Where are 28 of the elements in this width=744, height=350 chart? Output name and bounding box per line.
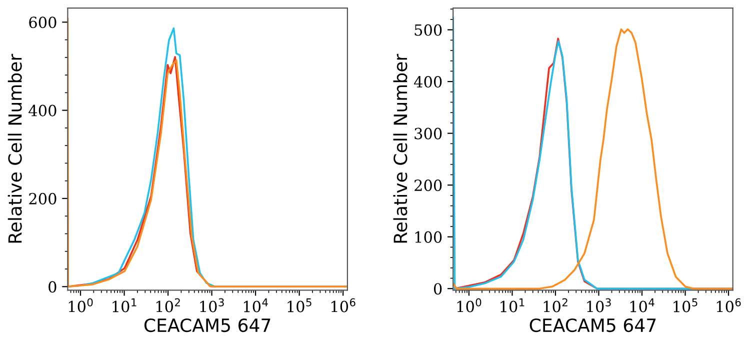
x-axis-title: CEACAM5 647 xyxy=(530,318,656,332)
x-tick-label: 10$^{0}$ xyxy=(457,298,482,312)
y-axis-title: Relative Cell Number xyxy=(393,54,408,243)
x-tick-label: 10$^{4}$ xyxy=(244,298,268,312)
x-tick-label: 10$^{1}$ xyxy=(112,298,136,312)
x-tick-label: 10$^{3}$ xyxy=(200,298,224,312)
y-axis-title: Relative Cell Number xyxy=(8,54,22,243)
x-tick-label: 10$^{0}$ xyxy=(68,298,93,312)
y-tick-label: 500 xyxy=(414,24,442,36)
x-tick-label: 10$^{1}$ xyxy=(500,298,524,312)
x-tick-label: 10$^{6}$ xyxy=(716,298,741,312)
y-tick-label: 200 xyxy=(29,192,56,204)
x-tick-label: 10$^{5}$ xyxy=(288,298,312,312)
x-tick-label: 10$^{4}$ xyxy=(630,298,654,312)
x-tick-label: 10$^{6}$ xyxy=(331,298,356,312)
y-tick-label: 600 xyxy=(29,16,56,28)
y-tick-label: 400 xyxy=(28,104,56,116)
x-tick-label: 10$^{5}$ xyxy=(674,298,698,312)
y-tick-label: 100 xyxy=(415,231,442,243)
x-tick-label: 10$^{2}$ xyxy=(544,298,568,312)
y-tick-label: 200 xyxy=(414,180,442,192)
y-tick-label: 400 xyxy=(414,76,442,88)
y-tick-label: 300 xyxy=(414,128,442,140)
x-axis-title: CEACAM5 647 xyxy=(144,318,270,332)
x-tick-label: 10$^{2}$ xyxy=(156,298,180,312)
x-tick-label: 10$^{3}$ xyxy=(587,298,611,312)
y-tick-label: 0 xyxy=(434,283,442,295)
y-tick-label: 0 xyxy=(48,281,56,293)
